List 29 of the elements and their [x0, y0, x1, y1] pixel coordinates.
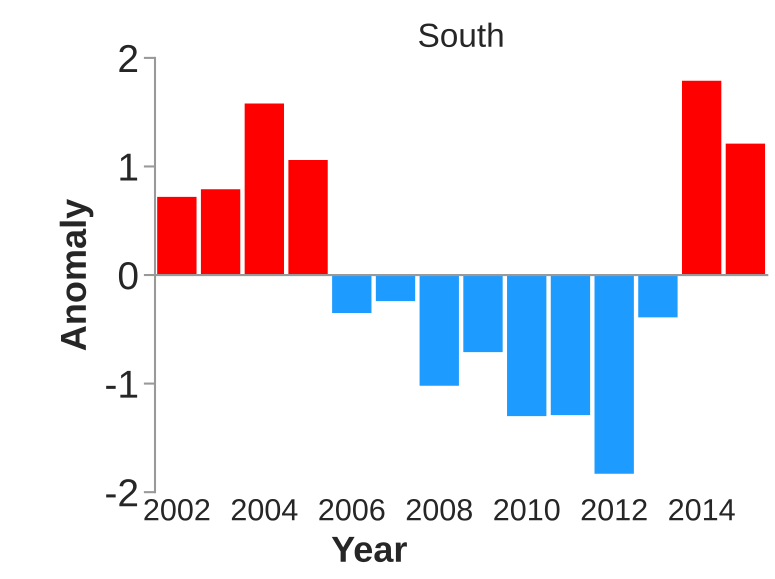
x-tick-label: 2008	[406, 498, 472, 521]
bar	[594, 275, 634, 474]
x-tick-label: 2004	[232, 498, 298, 521]
x-tick-label: 2014	[669, 498, 735, 521]
y-tick-label: 2	[119, 44, 138, 72]
chart-title: South	[419, 22, 503, 48]
bar	[682, 80, 722, 276]
bar	[288, 160, 328, 276]
x-axis-title: Year	[332, 536, 407, 562]
y-axis-title: Anomaly	[60, 198, 94, 350]
x-tick-label: 2002	[144, 498, 210, 521]
bar	[376, 275, 416, 302]
bar	[244, 103, 284, 276]
y-tick-label: -2	[106, 479, 138, 506]
y-tick-label: 0	[118, 262, 138, 290]
bar	[157, 196, 197, 276]
bar	[550, 275, 590, 416]
x-tick-label: 2006	[319, 498, 384, 521]
x-tick-label: 2012	[582, 498, 647, 521]
y-tick-label: 1	[120, 154, 138, 181]
bar	[420, 275, 459, 386]
bar	[332, 275, 372, 314]
bar	[200, 189, 240, 276]
bar	[463, 275, 503, 352]
x-tick-label: 2010	[494, 498, 560, 521]
y-tick-label: -1	[106, 370, 138, 398]
bar	[638, 275, 678, 318]
bar	[726, 144, 766, 276]
bar	[507, 275, 546, 416]
